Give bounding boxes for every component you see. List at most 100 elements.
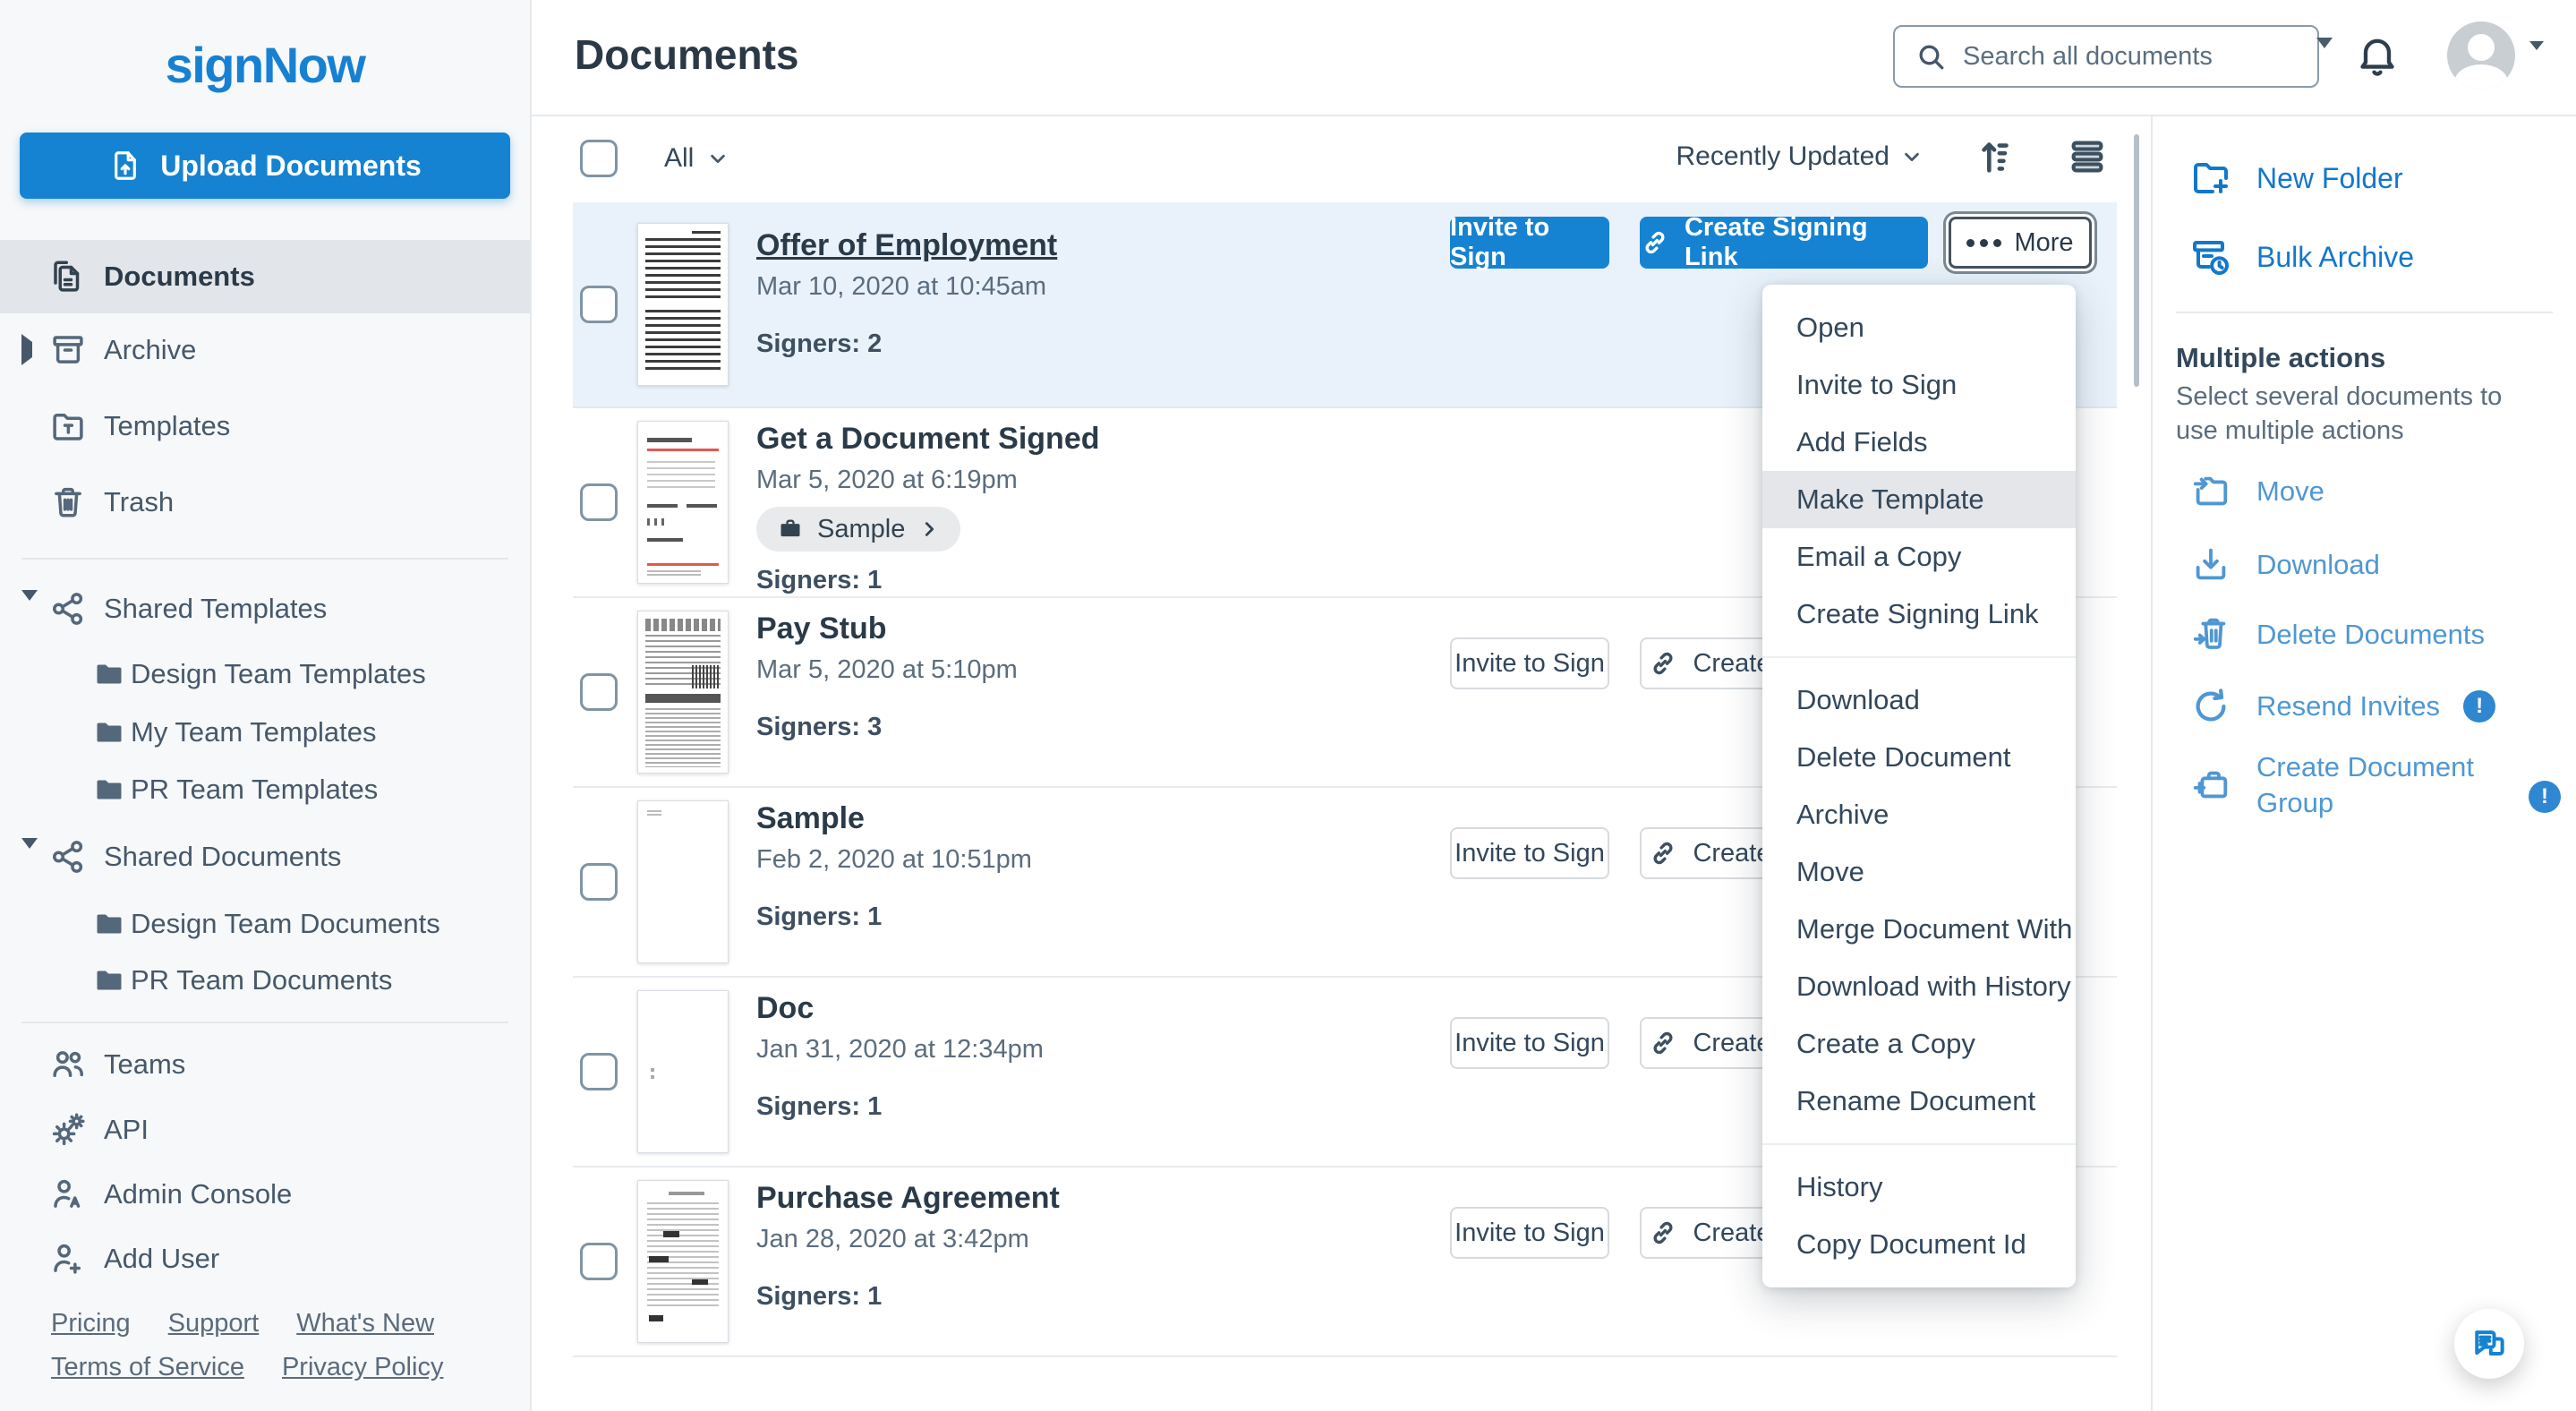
menu-item-archive[interactable]: Archive <box>1796 799 1889 830</box>
sidebar-item-add-user[interactable]: Add User <box>0 1226 530 1292</box>
menu-item-email-a-copy[interactable]: Email a Copy <box>1796 541 1962 572</box>
menu-item-open[interactable]: Open <box>1796 312 1864 343</box>
document-thumbnail[interactable] <box>637 421 729 584</box>
support-link[interactable]: Support <box>167 1309 260 1338</box>
invite-to-sign-button[interactable]: Invite to Sign <box>1450 827 1609 879</box>
download-action[interactable]: Download <box>2188 539 2380 591</box>
terms-link[interactable]: Terms of Service <box>51 1353 244 1381</box>
row-checkbox[interactable] <box>580 483 618 521</box>
sample-folder-badge[interactable]: Sample <box>756 507 961 552</box>
menu-item-add-fields[interactable]: Add Fields <box>1796 426 1928 458</box>
chevron-down-icon[interactable] <box>21 838 38 865</box>
sidebar-item-design-team-templates[interactable]: Design Team Templates <box>0 640 530 708</box>
sidebar-item-trash[interactable]: Trash <box>0 466 530 538</box>
link-icon <box>1653 1221 1673 1244</box>
menu-item-download-with-history[interactable]: Download with History <box>1796 971 2071 1002</box>
bulk-archive-label: Bulk Archive <box>2256 240 2415 273</box>
invite-to-sign-button[interactable]: Invite to Sign <box>1450 1207 1609 1259</box>
sort-direction-icon[interactable] <box>1975 136 2017 177</box>
sidebar-item-documents[interactable]: Documents <box>0 240 530 313</box>
search-scope-caret-icon[interactable] <box>2316 38 2333 64</box>
invite-to-sign-button[interactable]: Invite to Sign <box>1450 637 1609 689</box>
new-folder-button[interactable]: New Folder <box>2188 152 2403 204</box>
menu-item-merge-document-with[interactable]: Merge Document With <box>1796 913 2073 945</box>
row-checkbox[interactable] <box>580 673 618 711</box>
document-title[interactable]: Get a Document Signed <box>756 422 1100 456</box>
privacy-link[interactable]: Privacy Policy <box>281 1353 444 1381</box>
sidebar-item-admin-console[interactable]: Admin Console <box>0 1161 530 1227</box>
notifications-bell-icon[interactable] <box>2354 32 2404 82</box>
account-menu-caret-icon[interactable] <box>2529 41 2544 66</box>
pricing-link[interactable]: Pricing <box>51 1309 131 1338</box>
list-view-icon[interactable] <box>2067 136 2108 177</box>
menu-item-history[interactable]: History <box>1796 1171 1883 1202</box>
document-thumbnail[interactable] <box>637 223 729 386</box>
resend-invites-alert-icon[interactable]: ! <box>2463 690 2496 723</box>
chevron-right-icon[interactable] <box>21 334 32 365</box>
sidebar-item-my-team-templates[interactable]: My Team Templates <box>0 698 530 766</box>
row-checkbox[interactable] <box>580 863 618 901</box>
sidebar-item-archive[interactable]: Archive <box>0 314 530 386</box>
sidebar-item-label: Add User <box>104 1243 220 1274</box>
move-action[interactable]: Move <box>2188 466 2324 517</box>
menu-item-rename-document[interactable]: Rename Document <box>1796 1085 2036 1116</box>
invite-to-sign-button[interactable]: Invite to Sign <box>1450 1017 1609 1069</box>
sort-dropdown[interactable]: Recently Updated <box>1676 141 1922 172</box>
menu-item-invite-to-sign[interactable]: Invite to Sign <box>1796 369 1958 400</box>
document-title[interactable]: Doc <box>756 991 815 1025</box>
menu-item-move[interactable]: Move <box>1796 856 1864 887</box>
more-button[interactable]: More <box>1949 217 2092 269</box>
sidebar-item-shared-documents[interactable]: Shared Documents <box>0 821 530 893</box>
document-thumbnail[interactable] <box>637 1180 729 1343</box>
link-icon <box>1653 1031 1673 1055</box>
document-thumbnail[interactable] <box>637 611 729 774</box>
delete-documents-label: Delete Documents <box>2256 619 2486 650</box>
document-date: Mar 10, 2020 at 10:45am <box>756 272 1047 301</box>
sort-label: Recently Updated <box>1676 141 1889 171</box>
user-avatar[interactable] <box>2447 21 2515 90</box>
invite-to-sign-button[interactable]: Invite to Sign <box>1450 213 1609 271</box>
whats-new-link[interactable]: What's New <box>296 1309 435 1338</box>
sidebar-item-pr-team-templates[interactable]: PR Team Templates <box>0 756 530 824</box>
menu-item-make-template[interactable]: Make Template <box>1762 471 2076 528</box>
sidebar-item-pr-team-documents[interactable]: PR Team Documents <box>0 946 530 1014</box>
row-checkbox[interactable] <box>580 1053 618 1090</box>
select-all-checkbox[interactable] <box>580 140 618 177</box>
resend-invites-action[interactable]: Resend Invites ! <box>2188 680 2496 732</box>
add-user-icon <box>48 1240 88 1278</box>
create-document-group-alert-icon[interactable]: ! <box>2529 781 2561 813</box>
menu-divider <box>1762 1143 2076 1145</box>
row-checkbox[interactable] <box>580 1243 618 1280</box>
search-box[interactable] <box>1893 25 2333 88</box>
create-document-group-action[interactable]: Create Document Group <box>2188 745 2516 825</box>
document-title[interactable]: Offer of Employment <box>756 228 1058 262</box>
menu-item-copy-document-id[interactable]: Copy Document Id <box>1796 1228 2026 1260</box>
document-title[interactable]: Pay Stub <box>756 611 887 646</box>
document-thumbnail[interactable] <box>637 800 729 963</box>
document-title[interactable]: Sample <box>756 801 865 835</box>
sidebar-item-templates[interactable]: Templates <box>0 390 530 462</box>
upload-documents-button[interactable]: Upload Documents <box>20 133 510 199</box>
sidebar-item-label: Design Team Templates <box>131 658 426 689</box>
create-signing-link-button[interactable]: Create Signing Link <box>1640 213 1928 271</box>
sidebar-item-shared-templates[interactable]: Shared Templates <box>0 573 530 645</box>
bulk-archive-button[interactable]: Bulk Archive <box>2188 231 2414 283</box>
menu-item-create-signing-link[interactable]: Create Signing Link <box>1796 598 2039 629</box>
sidebar-item-teams[interactable]: Teams <box>0 1031 530 1098</box>
document-signers: Signers: 1 <box>756 902 883 931</box>
sidebar-item-design-team-documents[interactable]: Design Team Documents <box>0 890 530 958</box>
menu-item-delete-document[interactable]: Delete Document <box>1796 741 2011 773</box>
sidebar-item-api[interactable]: API <box>0 1097 530 1163</box>
document-thumbnail[interactable] <box>637 990 729 1153</box>
menu-item-download[interactable]: Download <box>1796 684 1920 715</box>
delete-documents-action[interactable]: Delete Documents <box>2188 609 2485 661</box>
list-scrollbar-thumb[interactable] <box>2134 134 2139 387</box>
filter-dropdown[interactable]: All <box>664 143 728 174</box>
chat-support-button[interactable] <box>2454 1309 2524 1379</box>
multiple-actions-heading: Multiple actions <box>2176 342 2386 373</box>
row-checkbox[interactable] <box>580 286 618 323</box>
search-input[interactable] <box>1963 41 2300 72</box>
chevron-down-icon[interactable] <box>21 590 38 617</box>
document-title[interactable]: Purchase Agreement <box>756 1181 1060 1215</box>
menu-item-create-a-copy[interactable]: Create a Copy <box>1796 1028 1975 1059</box>
